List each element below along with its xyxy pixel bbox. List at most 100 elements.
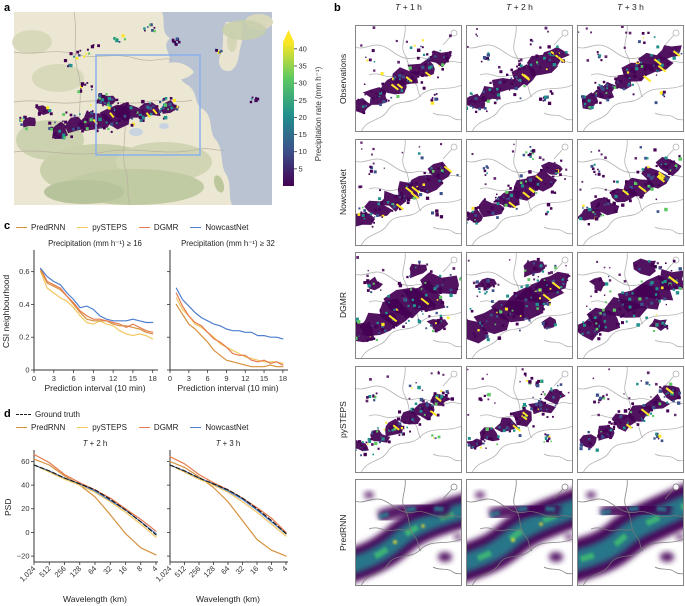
svg-text:512: 512 <box>173 564 188 579</box>
svg-text:0.6: 0.6 <box>19 267 29 276</box>
panel-label-d: d <box>4 408 11 420</box>
legend-swatch <box>138 227 150 228</box>
svg-text:9: 9 <box>224 374 228 383</box>
panel-b-row-label-observations: Observations <box>338 53 348 104</box>
panel-b-column-title-1: T + 1 h <box>395 2 422 12</box>
panel-label-c: c <box>4 220 11 232</box>
panel-b-cell-nowcastnet-col2 <box>466 139 573 246</box>
legend-item-pysteps: pySTEPS <box>77 423 127 432</box>
legend-item-dgmr: DGMR <box>138 423 179 432</box>
panel-b-row-label-pysteps: pySTEPS <box>338 401 348 438</box>
panel-d-legend-models: PredRNN pySTEPS DGMR NowcastNet <box>16 423 249 432</box>
panel-b-row-label-nowcastnet: NowcastNet <box>338 169 348 216</box>
svg-text:5: 5 <box>299 164 303 173</box>
legend-label: NowcastNet <box>205 223 249 232</box>
svg-text:15: 15 <box>260 374 268 383</box>
legend-item-ground-truth: Ground truth <box>16 410 80 419</box>
series-dgmr <box>39 267 154 333</box>
panel-b-cell-pysteps-col2 <box>466 366 573 473</box>
series-pysteps <box>39 271 154 340</box>
panel-b-cell-predrnn-col3 <box>577 479 684 586</box>
csi-y-axis-label: CSI neighbourhood <box>1 274 11 348</box>
svg-text:8: 8 <box>135 564 144 573</box>
svg-text:256: 256 <box>187 564 202 579</box>
svg-text:0: 0 <box>25 365 29 374</box>
legend-swatch <box>190 427 202 428</box>
svg-text:35: 35 <box>299 62 307 71</box>
series-nowcastnet <box>175 287 284 340</box>
panel-b-cell-dgmr-col2 <box>466 252 573 359</box>
x-axis-label: Prediction interval (10 min) <box>177 383 278 393</box>
legend-label: DGMR <box>153 423 179 432</box>
svg-text:40: 40 <box>21 481 29 490</box>
series-predrnn <box>33 458 157 556</box>
svg-text:20: 20 <box>299 113 307 122</box>
svg-text:9: 9 <box>91 374 95 383</box>
svg-text:4: 4 <box>280 564 289 573</box>
chart-title: T + 2 h <box>83 439 108 448</box>
series-pysteps <box>175 297 284 365</box>
panel-b-column-title-3: T + 3 h <box>617 2 644 12</box>
svg-text:18: 18 <box>279 374 287 383</box>
svg-text:32: 32 <box>234 564 246 576</box>
series-ground-truth <box>33 464 157 536</box>
svg-text:256: 256 <box>53 564 68 579</box>
svg-text:0.4: 0.4 <box>19 300 29 309</box>
svg-text:6: 6 <box>206 374 210 383</box>
panel-label-a: a <box>4 2 11 14</box>
panel-b-row-label-predrnn: PredRNN <box>338 514 348 551</box>
panel-b-cell-pysteps-col1 <box>355 366 462 473</box>
panel-b-column-title-2: T + 2 h <box>506 2 533 12</box>
series-predrnn <box>175 303 284 368</box>
legend-swatch <box>16 414 31 415</box>
legend-label: PredRNN <box>31 223 66 232</box>
colorbar-ticks: 5 10 15 20 25 30 35 40 <box>294 44 307 173</box>
legend-item-predrnn: PredRNN <box>16 423 65 432</box>
svg-text:30: 30 <box>299 79 307 88</box>
psd-y-axis-label: PSD <box>3 498 13 516</box>
panel-b-cell-observations-col3 <box>577 25 684 132</box>
legend-label: NowcastNet <box>205 423 249 432</box>
svg-text:8: 8 <box>266 564 275 573</box>
series-ground-truth <box>169 464 287 535</box>
panel-b-row-label-dgmr: DGMR <box>338 292 348 319</box>
chart-title: Precipitation (mm h⁻¹) ≥ 32 <box>181 239 275 248</box>
panel-b-cell-nowcastnet-col1 <box>355 139 462 246</box>
legend-item-pysteps: pySTEPS <box>77 223 127 232</box>
legend-swatch <box>16 427 27 428</box>
series-nowcastnet <box>169 464 287 535</box>
svg-text:1,024: 1,024 <box>18 564 38 584</box>
legend-swatch <box>77 227 89 228</box>
svg-text:6: 6 <box>71 374 75 383</box>
svg-text:12: 12 <box>241 374 249 383</box>
colorbar-gradient <box>283 42 294 186</box>
map-taiwan-island <box>213 175 225 193</box>
x-axis-label: Prediction interval (10 min) <box>44 383 145 393</box>
colorbar-overflow-arrow <box>283 30 294 42</box>
legend-item-nowcastnet: NowcastNet <box>190 223 249 232</box>
svg-text:3: 3 <box>52 374 56 383</box>
x-axis-label: Wavelength (km) <box>63 594 127 604</box>
svg-text:15: 15 <box>129 374 137 383</box>
panel-b-cell-dgmr-col3 <box>577 252 684 359</box>
legend-item-dgmr: DGMR <box>138 223 179 232</box>
svg-text:18: 18 <box>149 374 157 383</box>
panel-b-cell-dgmr-col1 <box>355 252 462 359</box>
svg-text:64: 64 <box>219 564 231 576</box>
chart-title: Precipitation (mm h⁻¹) ≥ 16 <box>48 239 142 248</box>
panel-d-legend-ground-truth: Ground truth <box>16 410 80 419</box>
legend-label: DGMR <box>153 223 179 232</box>
svg-text:−20: −20 <box>17 551 30 560</box>
panel-b-cell-predrnn-col1 <box>355 479 462 586</box>
panel-b-grid: T + 1 h T + 2 h T + 3 h Observations Nowcast… <box>332 0 685 606</box>
colorbar: 5 10 15 20 25 30 35 40 Precipitation rate (mm h… <box>283 30 323 186</box>
x-axis-label: Wavelength (km) <box>196 594 260 604</box>
svg-text:32: 32 <box>101 564 113 576</box>
region-of-interest-box <box>95 54 201 156</box>
legend-item-predrnn: PredRNN <box>16 223 65 232</box>
svg-text:0: 0 <box>168 374 172 383</box>
panel-c-legend: PredRNN pySTEPS DGMR NowcastNet <box>16 223 249 232</box>
svg-text:128: 128 <box>68 564 83 579</box>
series-predrnn <box>39 269 154 335</box>
series-nowcastnet <box>33 464 157 535</box>
